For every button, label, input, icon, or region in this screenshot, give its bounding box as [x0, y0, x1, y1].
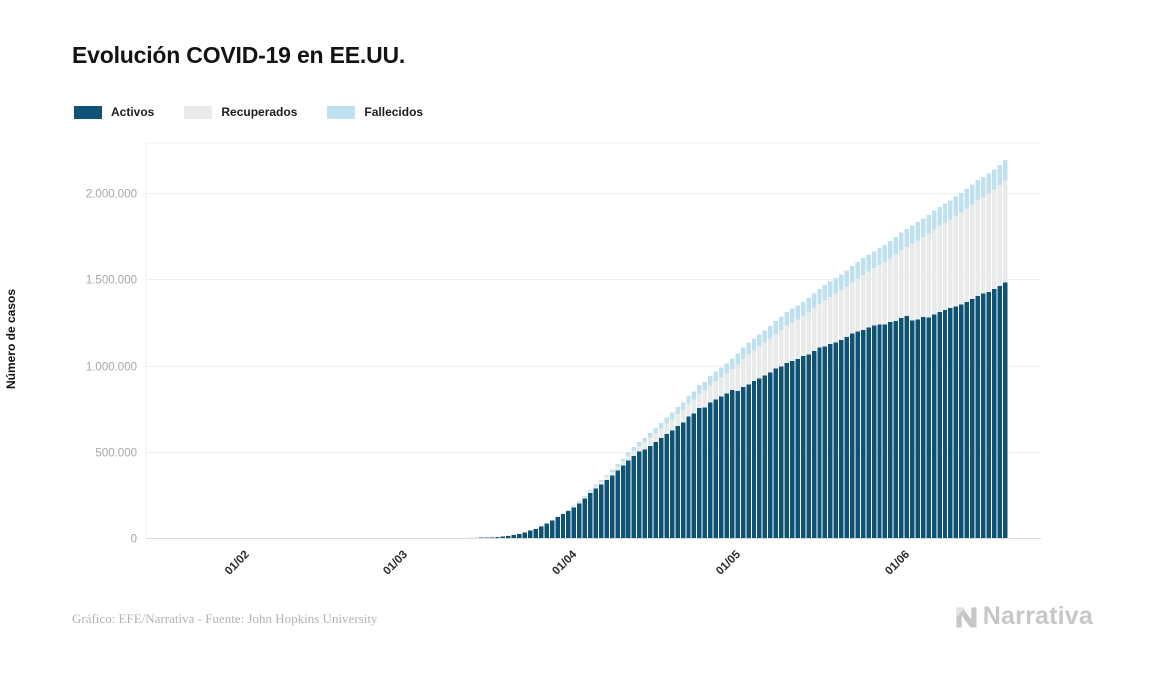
narrativa-logo-icon [956, 606, 977, 627]
fallecidos-swatch-icon [327, 105, 356, 119]
x-tick-label: 01/05 [714, 548, 743, 577]
legend-label: Recuperados [221, 105, 298, 119]
bars-recuperados [484, 180, 1008, 538]
chart-title: Evolución COVID-19 en EE.UU. [72, 42, 406, 68]
y-axis-title: Número de casos [4, 288, 18, 390]
gridlines [145, 142, 1041, 539]
activos-swatch-icon [74, 105, 102, 119]
legend-label: Fallecidos [364, 105, 424, 119]
narrativa-logo-text: Narrativa [982, 602, 1093, 630]
source-caption: Gráfico: EFE/Narrativa - Fuente: John Ho… [72, 611, 378, 626]
y-axis-ticks: 0 500.000 1.000.000 1.500.000 2.000.000 [86, 189, 137, 546]
y-tick-label: 1.000.000 [86, 362, 137, 374]
x-tick-label: 01/03 [381, 549, 410, 578]
legend-item-recuperados: Recuperados [184, 105, 297, 119]
bars-fallecidos [402, 160, 1008, 539]
legend-label: Activos [111, 105, 155, 119]
y-tick-label: 2.000.000 [86, 189, 137, 201]
narrativa-logo: Narrativa [952, 602, 1093, 631]
x-tick-label: 01/02 [223, 549, 252, 578]
y-tick-label: 1.500.000 [86, 275, 137, 287]
x-tick-label: 01/06 [883, 549, 912, 578]
bars-activos [195, 282, 1008, 539]
y-tick-label: 500.000 [95, 448, 137, 460]
legend-item-activos: Activos [74, 105, 154, 119]
y-tick-label: 0 [131, 534, 137, 546]
chart-legend: Activos Recuperados Fallecidos [74, 105, 423, 119]
x-axis-ticks: 01/02 01/03 01/04 01/05 01/06 [223, 548, 912, 577]
legend-item-fallecidos: Fallecidos [327, 105, 423, 119]
recuperados-swatch-icon [184, 105, 213, 119]
x-tick-label: 01/04 [550, 548, 579, 577]
